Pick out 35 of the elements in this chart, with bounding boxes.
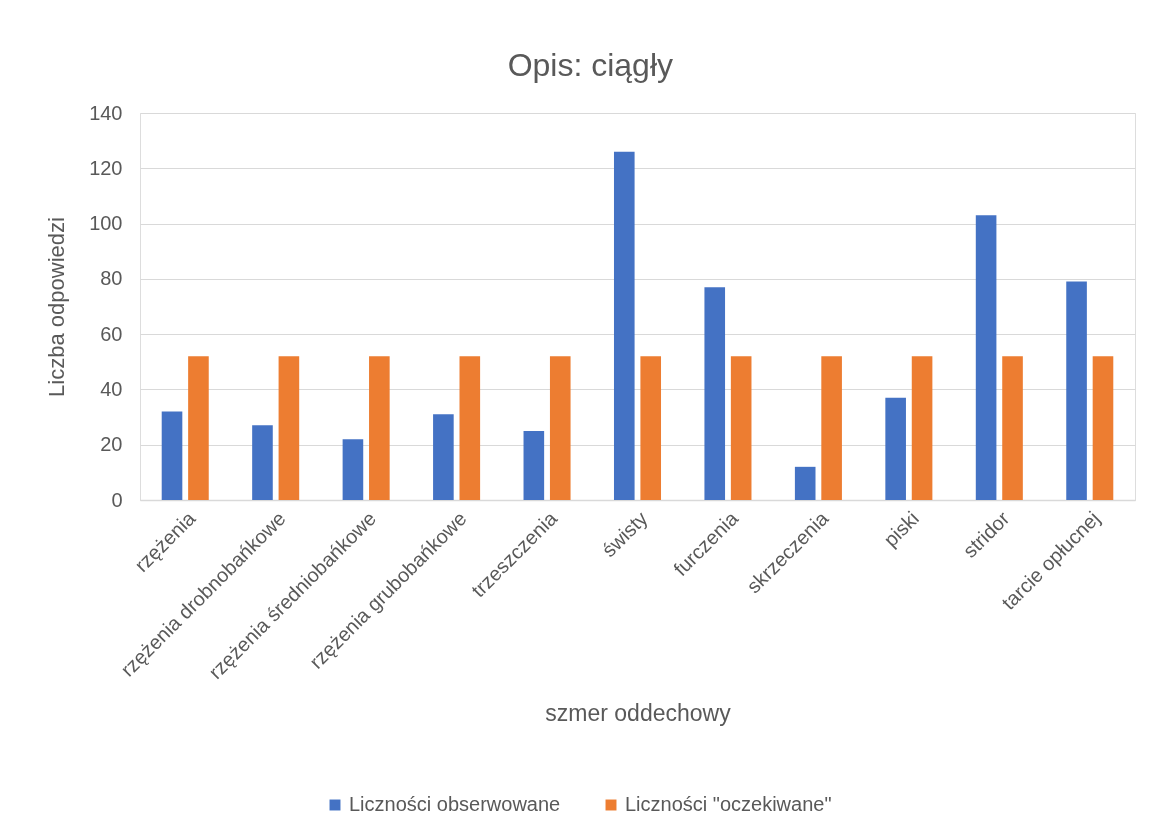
- legend-label: Liczności obserwowane: [349, 793, 561, 815]
- bar: [911, 356, 933, 500]
- y-tick-label: 60: [100, 322, 123, 345]
- bar: [459, 356, 481, 500]
- bar: [640, 356, 662, 500]
- y-tick-label: 120: [89, 156, 123, 179]
- bar: [704, 287, 726, 500]
- bar: [342, 439, 364, 500]
- y-tick-label: 0: [111, 488, 123, 511]
- bar: [433, 414, 454, 500]
- bar: [161, 411, 183, 500]
- bar: [885, 397, 906, 500]
- bar: [369, 356, 390, 500]
- bar: [523, 430, 545, 500]
- bar: [975, 215, 997, 500]
- bar: [794, 466, 816, 500]
- bar: [821, 356, 842, 500]
- x-axis-title: szmer oddechowy: [545, 700, 732, 727]
- bar: [1092, 356, 1114, 500]
- bar: [278, 356, 300, 500]
- bar: [730, 356, 752, 500]
- y-tick-label: 100: [89, 212, 123, 235]
- chart-title: Opis: ciągły: [507, 47, 674, 83]
- bar: [549, 356, 571, 500]
- legend-label: Liczności "oczekiwane": [625, 793, 832, 815]
- bar: [1002, 356, 1023, 500]
- y-axis-title: Liczba odpowiedzi: [44, 217, 70, 397]
- bar: [613, 151, 635, 500]
- y-tick-label: 80: [100, 267, 123, 290]
- y-tick-label: 140: [89, 101, 123, 124]
- bar: [1066, 281, 1087, 500]
- y-tick-label: 40: [100, 377, 123, 400]
- y-tick-label: 20: [100, 433, 123, 456]
- bar: [252, 425, 273, 500]
- bar: [188, 356, 209, 500]
